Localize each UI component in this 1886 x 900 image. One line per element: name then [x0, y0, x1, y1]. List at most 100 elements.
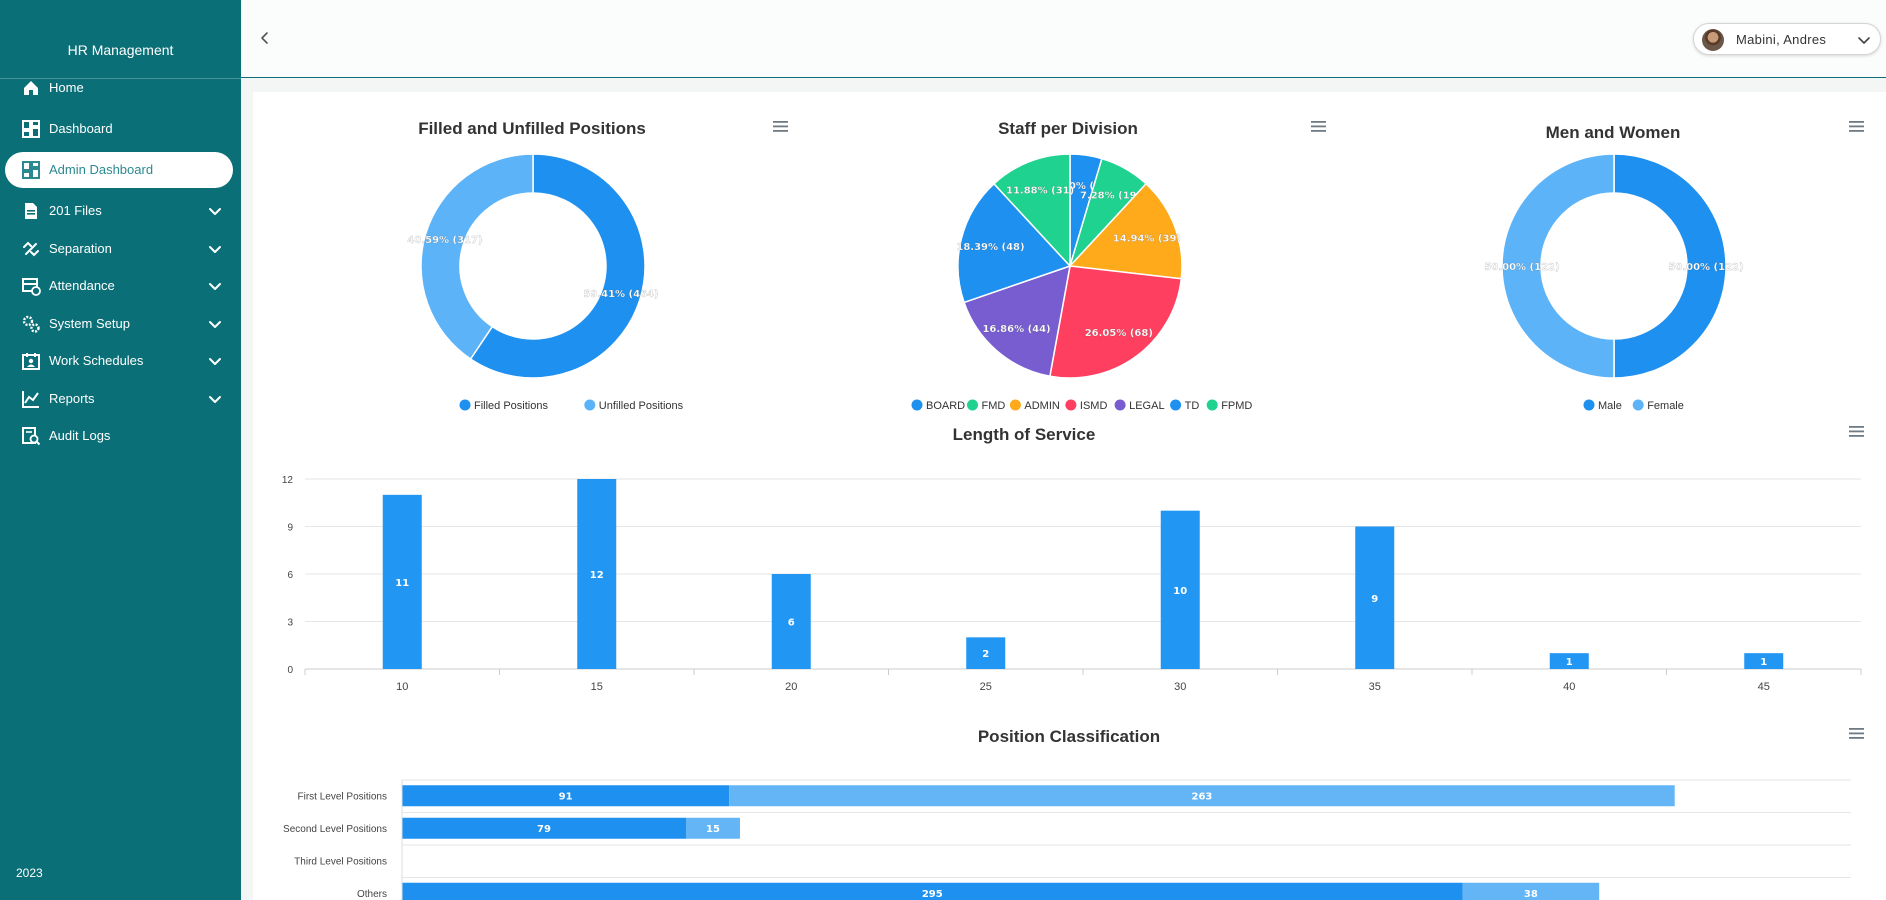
data-label: 79 — [537, 824, 551, 835]
sidebar-item-reports[interactable]: Reports — [5, 381, 233, 417]
data-label: 40.59% (317) — [407, 235, 482, 246]
sidebar: HR Management Home Dashboard Admin Dashboa… — [0, 0, 241, 900]
collapse-sidebar-button[interactable] — [255, 28, 275, 48]
sidebar-item-label: Work Schedules — [49, 353, 144, 368]
data-label: 91 — [559, 791, 573, 802]
menu-line — [1311, 125, 1326, 128]
data-label: 6 — [788, 618, 795, 629]
data-label: 14.94% (39) — [1113, 233, 1181, 244]
sidebar-item-label: System Setup — [49, 316, 130, 331]
sidebar-item-system-setup[interactable]: System Setup — [5, 306, 233, 342]
dashboard-icon — [22, 120, 40, 138]
menu-line — [1849, 426, 1864, 428]
data-label: 15 — [706, 824, 720, 835]
y-category-label: Second Level Positions — [283, 824, 387, 835]
x-tick-label: 40 — [1563, 681, 1575, 693]
legend-marker — [1583, 399, 1595, 411]
y-category-label: Third Level Positions — [294, 856, 387, 867]
sidebar-item-label: Attendance — [49, 278, 115, 293]
data-label: 2 — [982, 649, 989, 660]
menu-line — [1849, 728, 1864, 730]
x-tick-label: 25 — [980, 681, 992, 693]
chart-menu-icon[interactable] — [1849, 426, 1864, 437]
data-label: 50.00% (122) — [1668, 262, 1743, 273]
x-tick-label: 20 — [785, 681, 797, 693]
sidebar-item-dashboard[interactable]: Dashboard — [5, 111, 233, 147]
chart-title: Filled and Unfilled Positions — [418, 119, 646, 138]
unlink-icon — [23, 241, 39, 257]
legend-marker — [1114, 399, 1126, 411]
chevron-down-icon — [209, 321, 221, 328]
chart-title: Position Classification — [978, 727, 1160, 746]
data-label: 59.41% (464) — [583, 289, 658, 300]
legend-entry: Unfilled Positions — [599, 400, 684, 412]
x-tick-label: 35 — [1369, 681, 1381, 693]
chart-menu-icon[interactable] — [773, 121, 788, 132]
data-label: 7.28% (19) — [1080, 191, 1141, 202]
menu-line — [1849, 130, 1864, 132]
legend-entry: TD — [1185, 400, 1200, 412]
x-tick-label: 30 — [1174, 681, 1186, 693]
top-bar: Mabini, Andres — [241, 0, 1886, 78]
chart-menu-icon[interactable] — [1311, 121, 1326, 132]
pie-slice — [957, 182, 1072, 304]
menu-line — [1849, 430, 1864, 433]
avatar — [1702, 29, 1724, 51]
chart-menu-icon[interactable] — [1849, 121, 1864, 132]
user-name: Mabini, Andres — [1736, 32, 1827, 47]
data-label: 10 — [1173, 586, 1187, 597]
pie-slice — [1068, 182, 1183, 280]
sidebar-item-label: Reports — [49, 391, 95, 406]
data-label: 1 — [1566, 657, 1573, 668]
sidebar-divider — [0, 78, 241, 79]
app-brand: HR Management — [67, 42, 174, 58]
pie-slice — [992, 153, 1071, 268]
sidebar-item-attendance[interactable]: Attendance — [5, 268, 233, 304]
bar-segment — [402, 785, 730, 807]
data-label: 50.00% (122) — [1484, 262, 1559, 273]
legend-entry: BOARD — [926, 400, 965, 412]
chart-menu-icon[interactable] — [1849, 728, 1864, 739]
gears-icon — [22, 315, 40, 333]
legend-marker — [1065, 399, 1077, 411]
sidebar-item-work-schedules[interactable]: Work Schedules — [5, 343, 233, 379]
bar — [771, 574, 811, 669]
chart-title: Length of Service — [953, 425, 1096, 444]
bar-segment — [402, 817, 687, 839]
sidebar-item-separation[interactable]: Separation — [5, 231, 233, 267]
y-tick-label: 9 — [287, 523, 293, 534]
calendar-user-icon — [22, 353, 40, 370]
sidebar-item-admin-dashboard[interactable]: Admin Dashboard — [5, 152, 233, 188]
x-tick-label: 10 — [396, 681, 408, 693]
legend-entry: ISMD — [1080, 400, 1108, 412]
pie-slice — [469, 153, 646, 379]
chart-title: Men and Women — [1546, 123, 1681, 142]
menu-line — [773, 121, 788, 123]
file-icon — [25, 203, 37, 219]
bar — [1549, 653, 1589, 669]
legend-entry: LEGAL — [1129, 400, 1164, 412]
legend-entry: ADMIN — [1024, 400, 1060, 412]
legend-marker — [1206, 399, 1218, 411]
user-menu-button[interactable]: Mabini, Andres — [1693, 23, 1881, 55]
x-tick-label: 45 — [1758, 681, 1770, 693]
dashboard-content: Filled and Unfilled Positions 59.41% (464… — [253, 92, 1886, 900]
sidebar-item-label: Separation — [49, 241, 112, 256]
sidebar-item-201-files[interactable]: 201 Files — [5, 193, 233, 229]
data-label: 18.39% (48) — [956, 242, 1024, 253]
home-icon — [24, 81, 38, 95]
sidebar-item-label: Home — [49, 80, 84, 95]
legend-marker — [1009, 399, 1021, 411]
legend-entry: Filled Positions — [474, 400, 548, 412]
sidebar-item-home[interactable]: Home — [5, 70, 233, 106]
menu-line — [1849, 732, 1864, 735]
bar — [1355, 526, 1395, 669]
data-label: 11 — [395, 578, 409, 589]
chevron-down-icon — [209, 208, 221, 215]
sidebar-item-audit-logs[interactable]: Audit Logs — [5, 418, 233, 454]
legend-entry: Female — [1647, 400, 1684, 412]
chevron-down-icon — [209, 246, 221, 253]
legend-entry: FPMD — [1221, 400, 1252, 412]
footer-year: 2023 — [16, 866, 43, 880]
y-category-label: First Level Positions — [298, 791, 387, 802]
